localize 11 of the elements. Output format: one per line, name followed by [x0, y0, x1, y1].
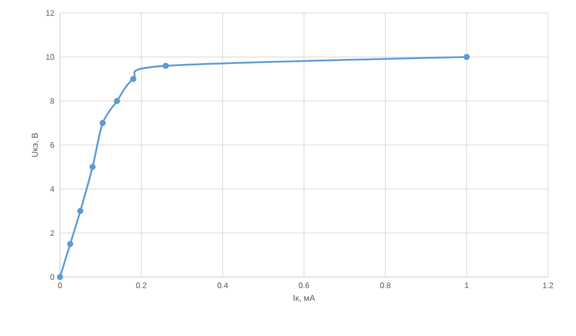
point: [114, 98, 120, 104]
point: [464, 54, 470, 60]
point: [162, 62, 169, 69]
point: [77, 208, 84, 214]
point: [56, 274, 64, 280]
y-axis-title: Uкэ, В: [32, 133, 39, 157]
point: [89, 164, 96, 170]
point: [130, 76, 136, 82]
x-axis-title: Iк, мА: [294, 295, 316, 302]
point: [100, 120, 106, 126]
point: [67, 240, 74, 248]
